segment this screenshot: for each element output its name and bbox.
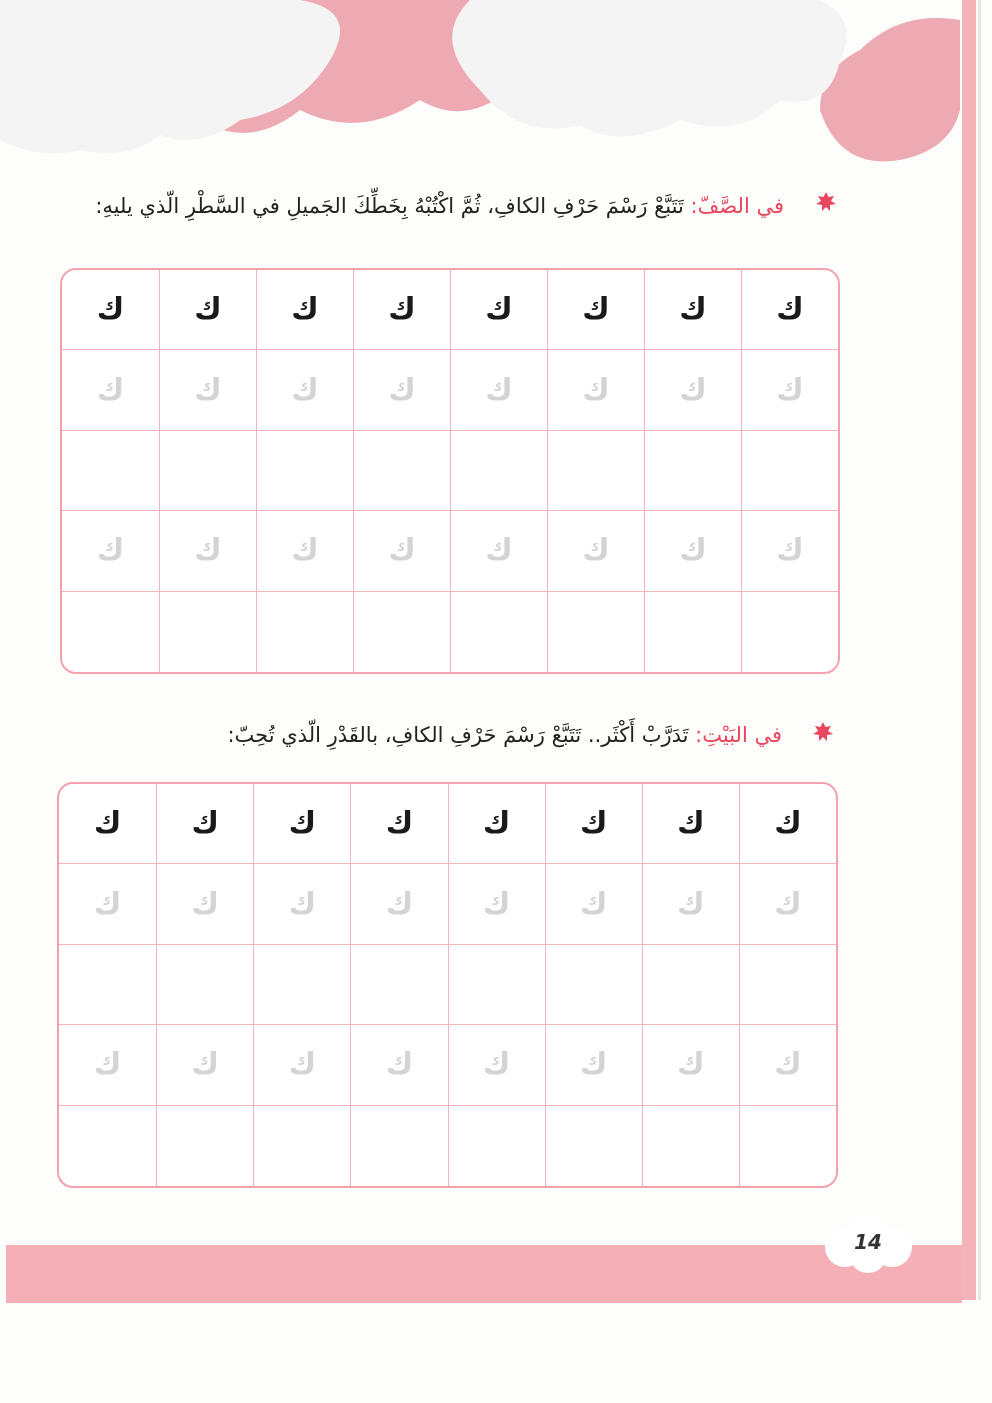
model-letter-cell: ك bbox=[644, 270, 741, 351]
trace-letter-cell: ك bbox=[641, 864, 739, 945]
page-edge bbox=[978, 0, 981, 1300]
classwork-text: تَتَبَّعْ رَسْمَ حَرْفِ الكافِ، ثُمَّ اك… bbox=[95, 194, 691, 218]
trace-letter-cell: ك bbox=[159, 511, 256, 592]
trace-letter-cell: ك bbox=[59, 1025, 157, 1106]
trace-letter-cell: ك bbox=[350, 864, 448, 945]
model-letter-cell: ك bbox=[62, 270, 159, 351]
trace-letter-cell: ك bbox=[450, 350, 547, 431]
model-letter-cell: ك bbox=[450, 270, 547, 351]
trace-letter-cell: ك bbox=[350, 1025, 448, 1106]
classwork-label: في الصَّفّ: bbox=[690, 194, 784, 218]
trace-letter-cell: ك bbox=[544, 864, 642, 945]
writing-cell-empty[interactable] bbox=[738, 1105, 836, 1186]
model-letter-cell: ك bbox=[256, 270, 353, 351]
trace-letter-cell: ك bbox=[256, 350, 353, 431]
writing-cell-empty[interactable] bbox=[62, 592, 159, 672]
writing-cell-empty[interactable] bbox=[738, 944, 836, 1026]
writing-cell-empty[interactable] bbox=[741, 591, 838, 672]
trace-letter-cell: ك bbox=[741, 350, 838, 431]
writing-cell-empty[interactable] bbox=[159, 591, 256, 672]
writing-cell-empty[interactable] bbox=[353, 430, 450, 512]
homework-label: في البَيْتِ: bbox=[695, 723, 782, 747]
trace-letter-cell: ك bbox=[544, 1025, 642, 1106]
writing-cell-empty[interactable] bbox=[641, 944, 739, 1026]
writing-cell-empty[interactable] bbox=[450, 591, 547, 672]
page-number-cloud bbox=[825, 1215, 912, 1273]
writing-cell-empty[interactable] bbox=[447, 1105, 545, 1186]
writing-cell-empty[interactable] bbox=[156, 1105, 253, 1186]
model-letter-cell: ك bbox=[547, 270, 644, 351]
writing-cell-empty[interactable] bbox=[644, 430, 741, 512]
trace-letter-cell: ك bbox=[62, 511, 159, 592]
model-letter-cell: ك bbox=[738, 784, 836, 865]
trace-letter-cell: ك bbox=[738, 1025, 836, 1106]
bullet-star-icon bbox=[816, 192, 836, 211]
trace-letter-cell: ك bbox=[62, 350, 159, 431]
trace-letter-cell: ك bbox=[253, 1025, 351, 1106]
page-number: 14 bbox=[854, 1230, 882, 1254]
bullet-star-icon bbox=[813, 722, 833, 741]
trace-letter-cell: ك bbox=[641, 1025, 739, 1106]
writing-cell-empty[interactable] bbox=[450, 430, 547, 512]
homework-text: تَدَرَّبْ أَكْثَر.. تَتَبَّعْ رَسْمَ حَر… bbox=[227, 723, 696, 747]
writing-cell-empty[interactable] bbox=[59, 945, 157, 1026]
trace-letter-cell: ك bbox=[447, 864, 545, 945]
writing-cell-empty[interactable] bbox=[544, 944, 642, 1026]
writing-cell-empty[interactable] bbox=[353, 591, 450, 672]
page-edge-stripe bbox=[962, 0, 976, 1300]
trace-letter-cell: ك bbox=[353, 511, 450, 592]
trace-letter-cell: ك bbox=[156, 864, 254, 945]
model-letter-cell: ك bbox=[350, 784, 448, 865]
trace-letter-cell: ك bbox=[547, 511, 644, 592]
writing-cell-empty[interactable] bbox=[156, 944, 254, 1026]
writing-cell-empty[interactable] bbox=[547, 591, 644, 672]
writing-cell-empty[interactable] bbox=[350, 944, 448, 1026]
writing-cell-empty[interactable] bbox=[59, 1106, 156, 1186]
trace-letter-cell: ك bbox=[447, 1025, 545, 1106]
trace-letter-cell: ك bbox=[450, 511, 547, 592]
writing-cell-empty[interactable] bbox=[253, 1105, 350, 1186]
model-letter-cell: ك bbox=[641, 784, 739, 865]
homework-instruction: في البَيْتِ: تَدَرَّبْ أَكْثَر.. تَتَبَّ… bbox=[227, 723, 782, 747]
writing-cell-empty[interactable] bbox=[350, 1105, 447, 1186]
model-letter-cell: ك bbox=[159, 270, 256, 351]
footer-band bbox=[6, 1245, 962, 1303]
writing-cell-empty[interactable] bbox=[256, 591, 353, 672]
trace-letter-cell: ك bbox=[159, 350, 256, 431]
trace-letter-cell: ك bbox=[256, 511, 353, 592]
writing-cell-empty[interactable] bbox=[741, 430, 838, 512]
trace-letter-cell: ك bbox=[738, 864, 836, 945]
writing-cell-empty[interactable] bbox=[544, 1105, 642, 1186]
trace-letter-cell: ك bbox=[547, 350, 644, 431]
classwork-instruction: في الصَّفّ: تَتَبَّعْ رَسْمَ حَرْفِ الكا… bbox=[95, 194, 784, 218]
trace-letter-cell: ك bbox=[353, 350, 450, 431]
model-letter-cell: ك bbox=[544, 784, 642, 865]
writing-cell-empty[interactable] bbox=[256, 430, 353, 512]
trace-letter-cell: ك bbox=[253, 864, 351, 945]
writing-cell-empty[interactable] bbox=[62, 431, 159, 512]
model-letter-cell: ك bbox=[447, 784, 545, 865]
trace-letter-cell: ك bbox=[644, 350, 741, 431]
model-letter-cell: ك bbox=[253, 784, 351, 865]
trace-letter-cell: ك bbox=[59, 864, 157, 945]
model-letter-cell: ك bbox=[353, 270, 450, 351]
writing-cell-empty[interactable] bbox=[159, 430, 256, 512]
writing-cell-empty[interactable] bbox=[644, 591, 741, 672]
model-letter-cell: ك bbox=[59, 784, 157, 865]
trace-letter-cell: ك bbox=[644, 511, 741, 592]
model-letter-cell: ك bbox=[741, 270, 838, 351]
writing-cell-empty[interactable] bbox=[641, 1105, 739, 1186]
writing-cell-empty[interactable] bbox=[447, 944, 545, 1026]
trace-letter-cell: ك bbox=[156, 1025, 254, 1106]
trace-letter-cell: ك bbox=[741, 511, 838, 592]
writing-cell-empty[interactable] bbox=[547, 430, 644, 512]
writing-cell-empty[interactable] bbox=[253, 944, 351, 1026]
cloud-header-decoration bbox=[0, 0, 960, 162]
model-letter-cell: ك bbox=[156, 784, 254, 865]
